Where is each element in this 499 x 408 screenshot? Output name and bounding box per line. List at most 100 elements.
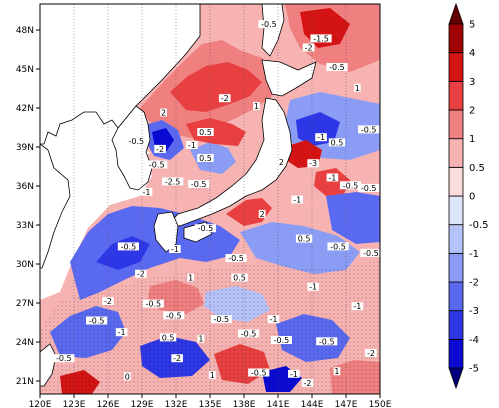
contour-label: -0.5 — [56, 354, 72, 363]
contour-label-background — [135, 269, 147, 278]
contour-label-background — [197, 128, 214, 136]
contour-label-background — [186, 141, 198, 149]
colorbar-label: -0.5 — [469, 220, 489, 231]
contour-label: -1 — [309, 283, 317, 292]
y-tick-label: 24N — [16, 338, 34, 348]
contour-label-background — [187, 273, 195, 282]
contour-label-background — [225, 254, 247, 263]
contour-label: -1 — [143, 188, 151, 197]
colorbar-swatch — [448, 281, 464, 312]
contour-label-background — [360, 248, 382, 257]
contour-label-background — [278, 157, 285, 166]
colorbar-label: 3 — [469, 77, 475, 88]
x-tick-label: 144E — [301, 400, 324, 408]
contour-label-background — [123, 372, 131, 381]
contour-label-background — [197, 334, 205, 343]
contour-label: 1 — [355, 84, 360, 93]
contour-label-background — [169, 245, 181, 253]
contour-label: -1 — [290, 370, 298, 379]
sakhalin-land — [261, 4, 285, 57]
contour-label-background — [351, 302, 364, 311]
contour-label: -0.5 — [228, 254, 244, 263]
colorbar-label: 2 — [469, 106, 475, 117]
contour-label-background — [310, 34, 332, 43]
contour-label-background — [258, 209, 266, 218]
x-tick-label: 132E — [165, 400, 188, 408]
contour-label-background — [86, 316, 108, 325]
contour-label: 0.5 — [298, 235, 311, 244]
contour-label: 0.5 — [233, 274, 246, 283]
colorbar-min-arrow — [448, 367, 464, 390]
contour-label-background — [315, 133, 327, 142]
x-tick-label: 120E — [29, 400, 52, 408]
china-coast-land — [40, 143, 71, 269]
contour-label: 2 — [279, 158, 284, 167]
colorbar-label: -2 — [469, 278, 479, 289]
colorbar-swatch — [448, 23, 464, 54]
colorbar-swatch — [448, 195, 464, 226]
significance-hatching — [40, 260, 380, 394]
contour-label: 2 — [161, 109, 166, 118]
contour-label-background — [258, 20, 280, 29]
contour-label: -0.5 — [329, 63, 345, 72]
contour-label-background — [160, 108, 167, 117]
contour-label-background — [162, 177, 184, 186]
contour-label-background — [327, 242, 349, 251]
contour-label-background — [140, 187, 153, 196]
contour-label: -0.5 — [361, 184, 377, 193]
colorbar: -5 -4 -3 -2 -1 -0.5 0 0.5 1 2 3 4 5 — [448, 2, 489, 390]
contour-label: -1 — [171, 245, 179, 254]
contour-label-background — [291, 195, 304, 204]
asian-continent-land — [40, 4, 201, 145]
contour-label: -1 — [188, 141, 196, 150]
colorbar-label: -3 — [469, 306, 479, 317]
contour-label-background — [117, 242, 139, 251]
contour-label: -2 — [104, 297, 112, 306]
y-axis: 21N 24N 27N 30N 33N 36N 39N 42N 45N 48N — [16, 26, 40, 387]
contour-label-background — [353, 83, 361, 92]
colorbar-swatch — [448, 224, 464, 254]
contour-label: -0.5 — [361, 125, 377, 134]
sea-of-japan-positive-south — [186, 118, 246, 146]
contour-label: -0.5 — [146, 300, 162, 309]
colorbar-swatch — [448, 80, 464, 111]
colorbar-max-arrow — [448, 2, 464, 25]
kuroshio-positive — [226, 198, 272, 226]
contour-label-background — [218, 94, 231, 103]
x-axis: 120E 123E 126E 129E 132E 135E 138E 141E 144E 147E… — [29, 394, 392, 408]
contour-label: -1 — [353, 302, 361, 311]
contour-label-background — [253, 102, 260, 110]
contour-label: -2 — [173, 354, 181, 363]
x-tick-label: 138E — [233, 400, 256, 408]
honshu-land — [167, 97, 293, 227]
colorbar-label: 0 — [469, 192, 475, 203]
contour-label: -1 — [317, 133, 325, 142]
contour-label-background — [307, 282, 319, 291]
contour-label: -1.5 — [313, 34, 329, 43]
contour-label-background — [237, 329, 260, 338]
contour-label: -0.5 — [129, 137, 145, 146]
colorbar-swatch — [448, 310, 464, 340]
x-tick-label: 126E — [97, 400, 120, 408]
contour-label: -0.5 — [330, 242, 346, 251]
map-gridlines — [73, 4, 347, 394]
contour-label-background — [267, 315, 280, 324]
contour-label-background — [146, 160, 168, 169]
colorbar-label: -5 — [469, 364, 479, 375]
contour-label-background — [295, 234, 313, 243]
contour-label-background — [125, 137, 147, 146]
contour-label: 1 — [188, 274, 193, 283]
x-tick-label: 141E — [267, 400, 290, 408]
contour-label-background — [365, 349, 377, 357]
contour-label: 1 — [198, 335, 203, 344]
subtropical-negative-central — [240, 222, 360, 274]
contour-label-background — [270, 336, 292, 344]
contour-label-background — [288, 369, 300, 378]
x-tick-label: 129E — [131, 400, 154, 408]
contour-label: -1 — [269, 315, 277, 324]
contour-label: -0.5 — [198, 224, 214, 233]
contour-label-background — [358, 125, 380, 134]
contour-label-background — [339, 181, 362, 190]
contour-label: 2 — [260, 210, 265, 219]
